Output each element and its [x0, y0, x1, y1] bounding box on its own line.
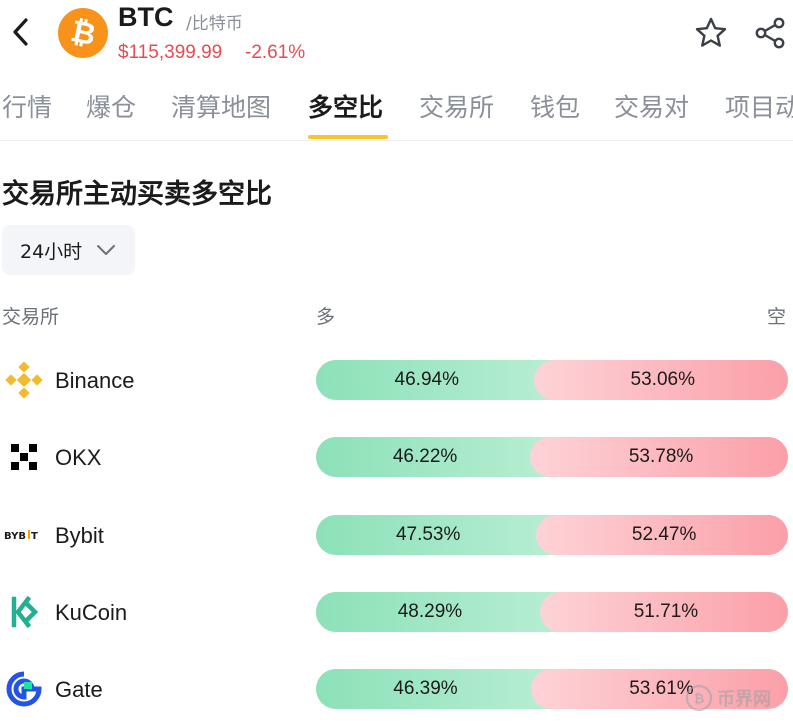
column-header-short: 空 — [767, 306, 787, 328]
divider — [0, 140, 793, 141]
watermark-logo: ₿ — [685, 684, 713, 712]
short-segment — [539, 592, 788, 632]
exchange-name: KuCoin — [55, 600, 128, 625]
exchange-name: Gate — [55, 677, 103, 702]
tab-project[interactable]: 项目动 — [725, 93, 793, 122]
period-dropdown[interactable]: 24小时 — [2, 225, 135, 275]
price-change: -2.61% — [245, 42, 306, 63]
long-ratio: 47.53% — [395, 524, 461, 545]
section-title: 交易所主动买卖多空比 — [2, 179, 272, 210]
short-segment — [536, 515, 788, 555]
exchange-row[interactable]: Binance 46.94% 53.06% — [0, 360, 793, 400]
ratio-bar: 46.94% 53.06% — [316, 360, 788, 400]
svg-text:₿: ₿ — [694, 692, 705, 707]
long-ratio: 46.39% — [393, 678, 458, 699]
short-segment — [530, 669, 788, 709]
tab-wallets[interactable]: 钱包 — [530, 93, 581, 122]
period-value: 24小时 — [20, 240, 83, 263]
ratio-bar: 46.22% 53.78% — [316, 437, 788, 477]
active-tab-indicator — [308, 135, 388, 139]
share-button[interactable] — [751, 14, 789, 52]
svg-text:T: T — [31, 531, 38, 542]
binance-logo — [2, 360, 46, 400]
tab-market[interactable]: 行情 — [2, 93, 53, 122]
okx-logo — [2, 437, 46, 477]
tab-liquidations[interactable]: 爆仓 — [86, 93, 137, 122]
kucoin-logo — [2, 592, 46, 632]
long-segment — [316, 360, 558, 400]
chevron-down-icon — [96, 244, 116, 256]
long-ratio: 46.22% — [392, 446, 458, 467]
long-segment — [316, 437, 555, 477]
tab-liquidation-map[interactable]: 清算地图 — [171, 93, 272, 122]
coin-name: /比特币 — [186, 14, 243, 34]
ratio-bar: 48.29% 51.71% — [316, 592, 788, 632]
favorite-button[interactable] — [692, 14, 730, 52]
column-header-long: 多 — [316, 306, 336, 328]
long-ratio: 46.94% — [394, 369, 459, 390]
watermark-text: 币界网 — [717, 689, 771, 710]
watermark: ₿ 币界网 — [685, 680, 785, 716]
short-ratio: 53.78% — [628, 446, 694, 467]
coin-price: $115,399.99 — [118, 42, 223, 63]
bitcoin-logo: ₿ — [58, 8, 108, 58]
exchange-name: OKX — [55, 445, 102, 470]
short-ratio: 53.06% — [630, 369, 695, 390]
long-ratio: 48.29% — [397, 601, 463, 622]
long-segment — [316, 669, 555, 709]
short-segment — [533, 360, 788, 400]
coin-symbol: BTC — [118, 2, 174, 32]
exchange-row[interactable]: BYB T Bybit 47.53% 52.47% — [0, 515, 793, 555]
ratio-bar: 46.39% 53.61% — [316, 669, 788, 709]
chevron-left-icon — [13, 18, 28, 46]
exchange-row[interactable]: KuCoin 48.29% 51.71% — [0, 592, 793, 632]
short-ratio: 51.71% — [633, 601, 699, 622]
short-ratio: 53.61% — [629, 678, 694, 699]
short-ratio: 52.47% — [631, 524, 697, 545]
ratio-bar: 47.53% 52.47% — [316, 515, 788, 555]
long-segment — [316, 515, 561, 555]
exchange-name: Binance — [55, 368, 135, 393]
star-icon — [695, 17, 727, 47]
tab-bar: 行情 爆仓 清算地图 多空比 交易所 钱包 交易对 项目动 — [0, 82, 793, 140]
exchange-row[interactable]: Gate 46.39% 53.61% — [0, 669, 793, 709]
back-button[interactable] — [6, 14, 36, 50]
coin-header: ₿ BTC /比特币 $115,399.99 -2.61% — [0, 0, 793, 75]
svg-text:BYB: BYB — [4, 531, 26, 542]
tab-exchanges[interactable]: 交易所 — [419, 93, 495, 122]
exchange-name: Bybit — [55, 523, 104, 548]
column-header-exchange: 交易所 — [2, 306, 60, 328]
short-segment — [530, 437, 788, 477]
tab-trading-pairs[interactable]: 交易对 — [614, 93, 690, 122]
tab-long-short-ratio[interactable]: 多空比 — [308, 93, 384, 122]
exchange-row[interactable]: OKX 46.22% 53.78% — [0, 437, 793, 477]
share-icon — [755, 17, 785, 49]
bybit-logo: BYB T — [2, 515, 46, 555]
gate-logo — [2, 669, 46, 709]
long-segment — [316, 592, 564, 632]
